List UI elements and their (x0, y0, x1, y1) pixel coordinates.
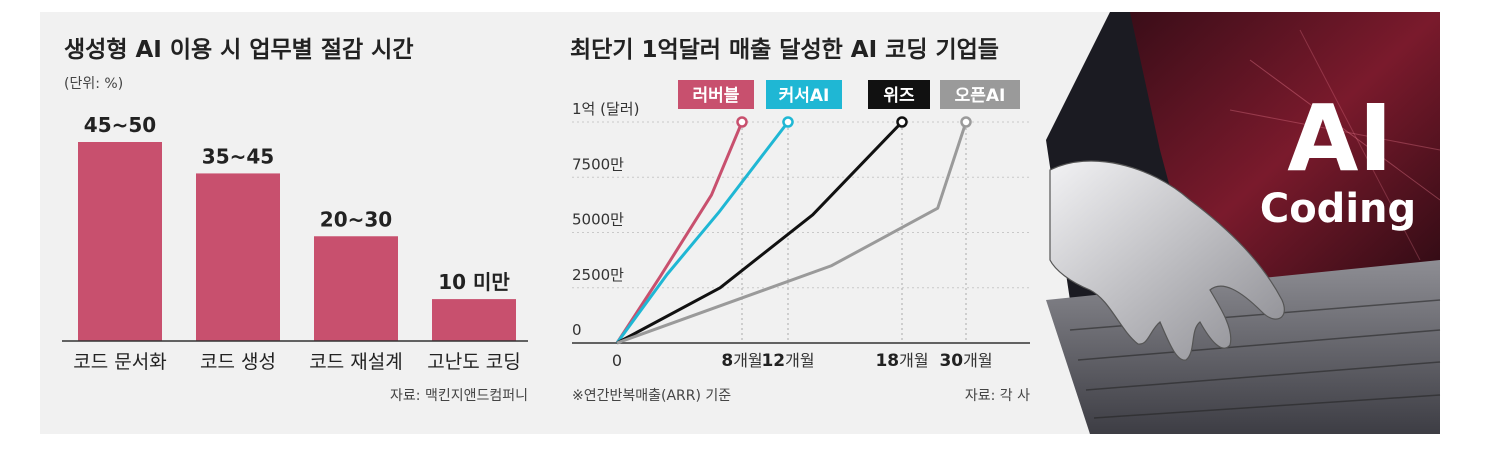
line-chart-title: 최단기 1억달러 매출 달성한 AI 코딩 기업들 (570, 37, 999, 63)
series-endpoint-2 (896, 116, 908, 128)
bar-value-label: 10 미만 (438, 270, 510, 294)
legend-badge-1 (766, 80, 842, 109)
series-endpoint-1 (782, 116, 794, 128)
legend-badge-0 (678, 80, 754, 109)
series-endpoint-3 (960, 116, 972, 128)
bar-1 (196, 173, 280, 341)
y-tick-label: 5000만 (572, 211, 624, 229)
legend-badge-2 (868, 80, 930, 109)
image-headline: AI (1287, 85, 1392, 192)
bar-category-label: 코드 생성 (200, 351, 276, 373)
robot-hand-icon (1049, 160, 1285, 361)
series-line-2 (616, 120, 904, 345)
series-line-0 (615, 121, 744, 344)
bar-value-label: 20~30 (320, 207, 392, 231)
y-tick-label: 2500만 (572, 266, 624, 284)
bar-chart-source: 자료: 맥킨지앤드컴퍼니 (390, 388, 528, 404)
legend-label: 커서AI (779, 86, 830, 106)
y-tick-label: 1억 (달러) (572, 100, 639, 118)
line-chart-note: ※연간반복매출(ARR) 기준 (572, 388, 731, 404)
x-tick-label: 0 (612, 351, 622, 370)
legend-badge-3 (940, 80, 1020, 109)
bar-value-label: 45~50 (84, 113, 156, 137)
bar-0 (78, 142, 162, 341)
bar-chart-unit: (단위: %) (64, 76, 123, 92)
legend-label: 오픈AI (955, 86, 1006, 106)
image-subline: Coding (1260, 186, 1416, 232)
legend-label: 위즈 (883, 86, 915, 106)
bar-chart-title: 생성형 AI 이용 시 업무별 절감 시간 (64, 37, 413, 63)
x-tick-label: 18개월 (875, 351, 928, 371)
bar-category-label: 코드 재설계 (309, 351, 402, 373)
series-line-1 (615, 121, 790, 344)
series-line-3 (616, 121, 968, 345)
y-tick-label: 0 (572, 321, 582, 339)
bar-category-label: 코드 문서화 (73, 351, 166, 373)
bar-value-label: 35~45 (202, 144, 274, 168)
bar-2 (314, 236, 398, 341)
legend-label: 러버블 (693, 86, 740, 106)
bar-category-label: 고난도 코딩 (427, 351, 520, 373)
y-tick-label: 7500만 (572, 155, 624, 173)
ai-coding-illustration: AI Coding (1046, 12, 1441, 434)
x-tick-label: 12개월 (761, 351, 814, 371)
x-tick-label: 30개월 (939, 351, 992, 371)
line-chart-source: 자료: 각 사 (965, 388, 1030, 404)
bar-3 (432, 299, 516, 341)
series-endpoint-0 (736, 116, 748, 128)
x-tick-label: 8개월 (721, 351, 762, 371)
